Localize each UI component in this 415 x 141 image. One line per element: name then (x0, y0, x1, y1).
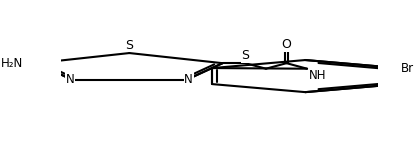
Text: Br: Br (401, 62, 414, 75)
Text: S: S (125, 39, 133, 52)
Text: S: S (242, 49, 249, 62)
Text: H₂N: H₂N (1, 57, 24, 70)
Text: NH: NH (309, 69, 326, 82)
Text: N: N (184, 73, 193, 86)
Text: O: O (281, 38, 291, 51)
Text: N: N (66, 73, 75, 86)
